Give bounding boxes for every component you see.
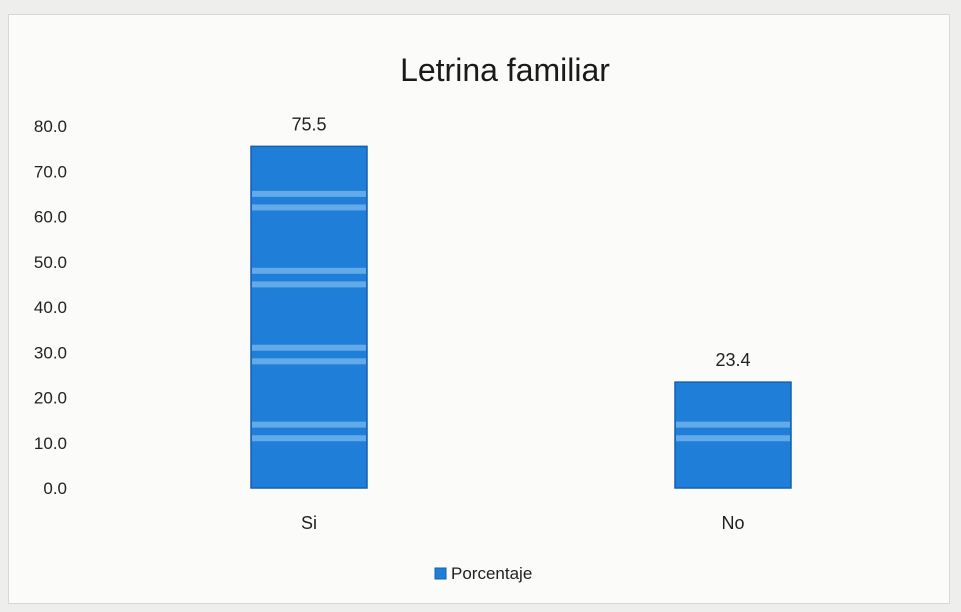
bar-stripe [252, 358, 366, 365]
bar-stripe [252, 435, 366, 442]
data-label-si: 75.5 [291, 114, 326, 134]
bars: 75.5 23.4 [250, 114, 792, 489]
bar-chart: Letrina familiar 0.0 10.0 20.0 30.0 40.0 50.0… [34, 52, 792, 583]
y-tick-label: 40.0 [34, 298, 67, 317]
bar-stripe [252, 421, 366, 428]
y-tick-label: 20.0 [34, 389, 67, 408]
y-tick-label: 70.0 [34, 162, 67, 181]
y-tick-label: 50.0 [34, 253, 67, 272]
data-label-no: 23.4 [715, 350, 750, 370]
bar-stripe [252, 204, 366, 211]
chart-frame: Letrina familiar 0.0 10.0 20.0 30.0 40.0 50.0… [8, 14, 950, 604]
bar-stripe [252, 190, 366, 197]
x-category-label-no: No [721, 513, 744, 533]
bar-stripe [252, 281, 366, 288]
y-tick-label: 10.0 [34, 434, 67, 453]
legend-swatch [434, 567, 447, 580]
bar-stripe [252, 267, 366, 274]
y-axis: 0.0 10.0 20.0 30.0 40.0 50.0 60.0 70.0 80.0 [34, 117, 67, 498]
y-tick-label: 60.0 [34, 208, 67, 227]
y-tick-label: 30.0 [34, 343, 67, 362]
bar-stripe [676, 421, 790, 428]
bar-stripe [676, 435, 790, 442]
y-tick-label: 80.0 [34, 117, 67, 136]
legend: Porcentaje [434, 564, 532, 583]
x-axis: Si No [301, 513, 745, 533]
bar-no [674, 381, 792, 489]
chart-title: Letrina familiar [400, 52, 610, 88]
x-category-label-si: Si [301, 513, 317, 533]
y-tick-label: 0.0 [43, 479, 67, 498]
bar-stripe [252, 344, 366, 351]
bar-si [250, 145, 368, 489]
legend-label-porcentaje: Porcentaje [451, 564, 532, 583]
